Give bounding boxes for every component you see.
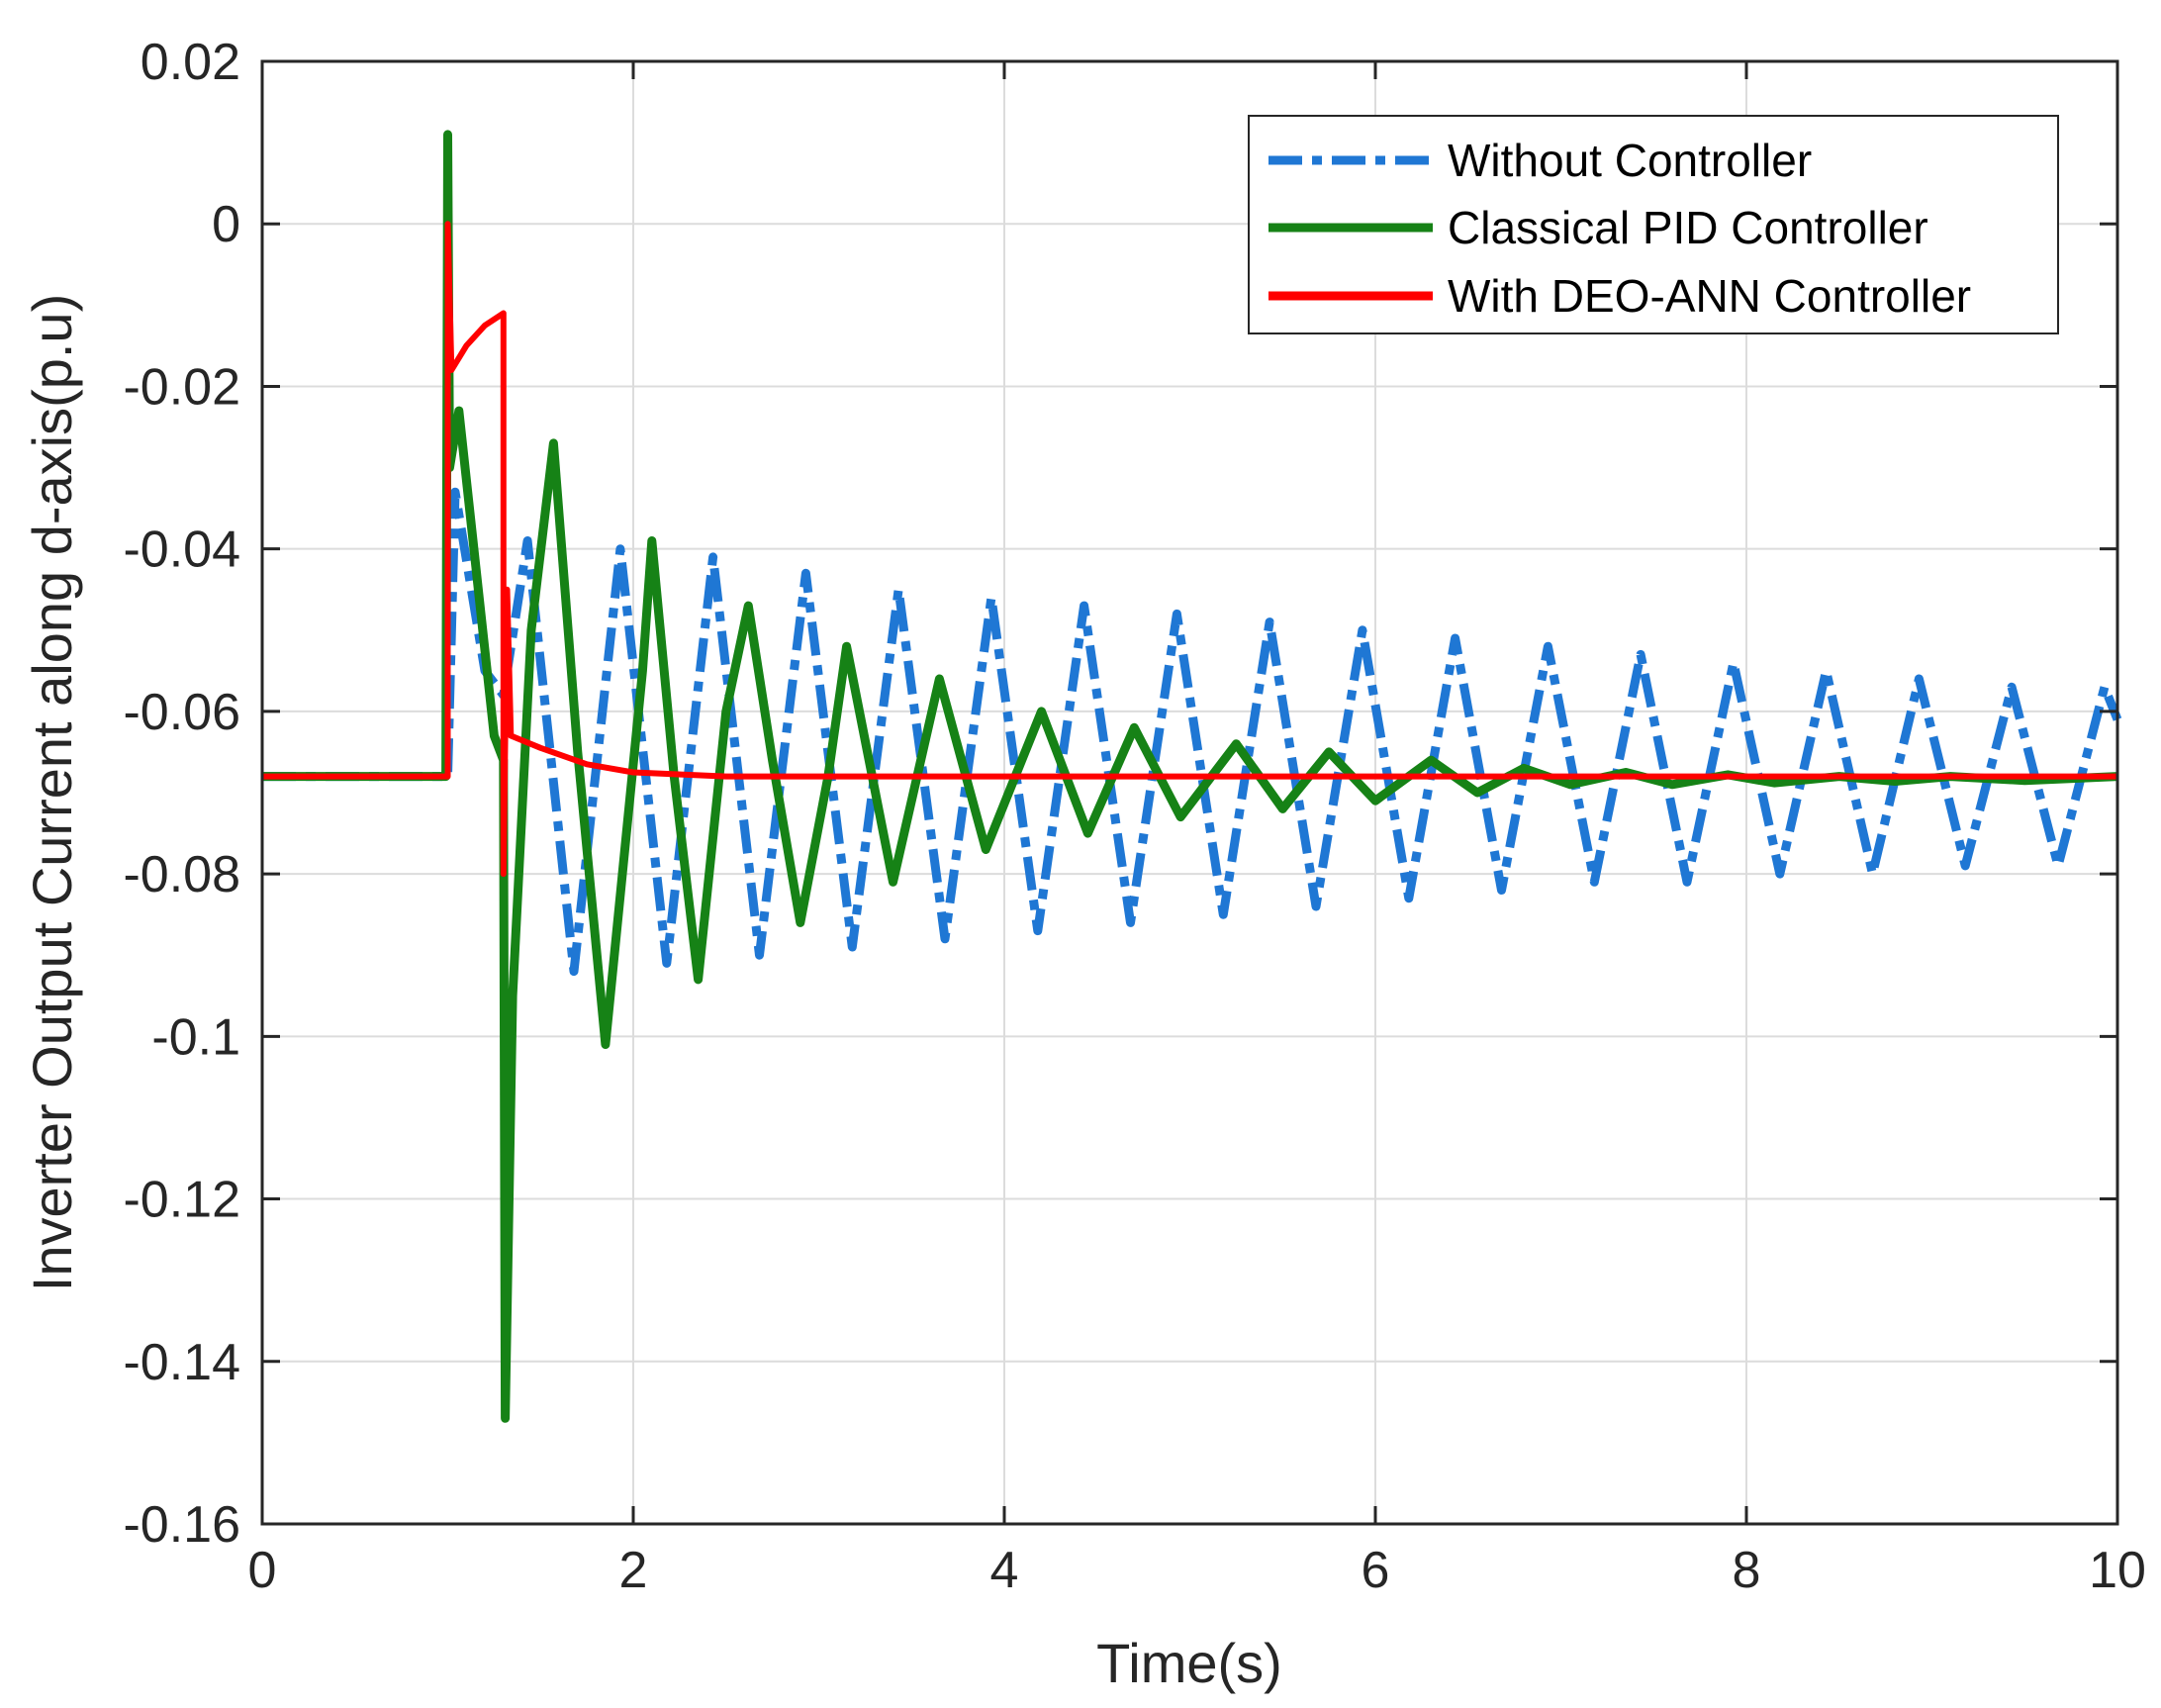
legend: Without Controller Classical PID Control…: [1248, 115, 2059, 334]
legend-label-deo-ann: With DEO-ANN Controller: [1448, 270, 1971, 322]
y-tick-label: -0.12: [123, 1172, 240, 1229]
y-tick-label: -0.02: [123, 358, 240, 416]
series-line-with-deo-ann-controller: [262, 221, 2117, 878]
y-tick-label: -0.04: [123, 522, 240, 579]
axes-box: [260, 59, 2119, 1526]
legend-label-classical-pid: Classical PID Controller: [1448, 202, 1928, 253]
x-tick-label: 4: [990, 1542, 1019, 1599]
x-axis-label: Time(s): [1096, 1632, 1282, 1694]
y-tick-label: 0: [212, 196, 240, 253]
y-axis-label: Inverter Output Current along d-axis(p.u…: [21, 294, 83, 1291]
x-tick-label: 0: [248, 1542, 277, 1599]
y-tick-label: -0.06: [123, 684, 240, 741]
y-tick-label: -0.1: [151, 1008, 240, 1066]
x-tick-label: 2: [619, 1542, 648, 1599]
y-tick-label: -0.14: [123, 1334, 240, 1391]
legend-label-without-controller: Without Controller: [1448, 135, 1812, 186]
series-layer: [262, 130, 2122, 1423]
x-tick-label: 8: [1733, 1542, 1761, 1599]
y-tick-label: 0.02: [141, 34, 240, 91]
ticks: 0 2 4 6 8 10 0.02 0 -0.02 -0.04 -0.06 -0.08 -0.1 -0.1…: [123, 34, 2145, 1599]
y-tick-label: -0.08: [123, 846, 240, 903]
y-tick-label: -0.16: [123, 1496, 240, 1554]
x-tick-label: 10: [2089, 1542, 2146, 1599]
x-tick-label: 6: [1362, 1542, 1390, 1599]
series-line-without-controller: [262, 487, 2122, 977]
